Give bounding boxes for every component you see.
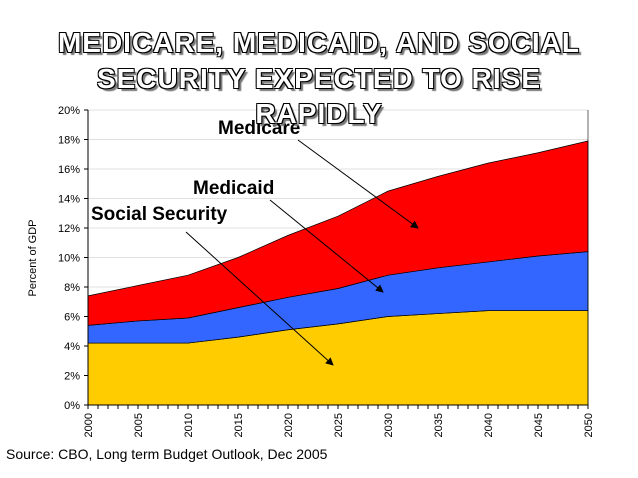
- annotation-arrow: [297, 139, 419, 229]
- title-line-2: SECURITY EXPECTED TO RISE: [96, 63, 542, 94]
- y-tick-label: 10%: [58, 253, 80, 265]
- y-axis-label: Percent of GDP: [27, 219, 39, 296]
- annotation-arrow: [185, 231, 334, 366]
- y-tick-label: 12%: [58, 223, 80, 235]
- title-line-3: RAPIDLY: [255, 98, 383, 129]
- x-tick-label: 2020: [283, 413, 295, 437]
- y-tick-label: 20%: [58, 105, 80, 117]
- x-tick-label: 2000: [83, 413, 95, 437]
- y-tick-label: 4%: [64, 341, 80, 353]
- x-tick-label: 2030: [383, 413, 395, 437]
- x-tick-label: 2050: [583, 413, 595, 437]
- annotation-medicaid: Medicaid: [193, 178, 274, 199]
- x-tick-label: 2015: [233, 413, 245, 437]
- x-tick-label: 2040: [483, 413, 495, 437]
- y-tick-label: 8%: [64, 282, 80, 294]
- x-tick-label: 2045: [533, 413, 545, 437]
- title-line-1: MEDICARE, MEDICAID, AND SOCIAL: [57, 27, 581, 58]
- source-note: Source: CBO, Long term Budget Outlook, D…: [6, 446, 328, 462]
- annotation-arrow: [269, 199, 384, 293]
- y-tick-label: 0%: [64, 400, 80, 412]
- y-tick-label: 2%: [64, 371, 80, 383]
- x-tick-label: 2010: [183, 413, 195, 437]
- y-tick-label: 6%: [64, 312, 80, 324]
- x-tick-label: 2035: [433, 413, 445, 437]
- annotation-social-security: Social Security: [91, 204, 228, 225]
- y-tick-label: 16%: [58, 164, 80, 176]
- y-tick-label: 18%: [58, 135, 80, 147]
- y-tick-label: 14%: [58, 194, 80, 206]
- annotation-medicare: Medicare: [218, 118, 300, 139]
- x-tick-label: 2005: [133, 413, 145, 437]
- x-tick-label: 2025: [333, 413, 345, 437]
